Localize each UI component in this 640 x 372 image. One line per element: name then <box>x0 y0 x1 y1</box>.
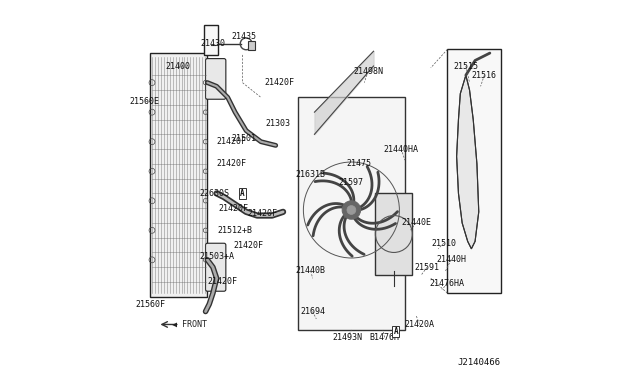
Text: 21420F: 21420F <box>248 209 278 218</box>
Text: 21420F: 21420F <box>264 78 294 87</box>
Bar <box>447 49 501 293</box>
Text: 21420F: 21420F <box>216 159 246 169</box>
Text: 21420F: 21420F <box>207 278 237 286</box>
Text: 21503+A: 21503+A <box>199 251 234 261</box>
Polygon shape <box>456 75 479 249</box>
Text: 21515: 21515 <box>453 61 478 71</box>
Bar <box>204 25 218 55</box>
Text: 21440B: 21440B <box>296 266 326 275</box>
Text: 21420F: 21420F <box>218 203 248 213</box>
Text: 21498N: 21498N <box>353 67 383 76</box>
Text: 21516: 21516 <box>472 71 497 80</box>
Text: 21560F: 21560F <box>135 300 165 309</box>
Bar <box>248 41 255 50</box>
Text: 21420F: 21420F <box>216 137 246 146</box>
Text: 21430: 21430 <box>200 39 225 48</box>
FancyBboxPatch shape <box>205 243 226 291</box>
Text: B1476H: B1476H <box>370 333 399 342</box>
Text: 21512+B: 21512+B <box>218 226 253 235</box>
Text: 21440HA: 21440HA <box>384 145 419 154</box>
Text: 21631B: 21631B <box>296 170 326 179</box>
Text: A: A <box>240 189 244 198</box>
Text: 21420F: 21420F <box>233 241 263 250</box>
Text: 21510: 21510 <box>431 239 456 248</box>
Text: 21475: 21475 <box>346 159 371 169</box>
Circle shape <box>342 201 360 219</box>
Text: J2140466: J2140466 <box>458 358 501 367</box>
Text: 21694: 21694 <box>300 307 325 316</box>
Text: 21501: 21501 <box>232 134 257 142</box>
Bar <box>298 97 405 330</box>
Circle shape <box>347 206 356 214</box>
Text: 21493N: 21493N <box>333 333 363 342</box>
FancyBboxPatch shape <box>205 59 226 99</box>
Text: 22630S: 22630S <box>200 189 230 198</box>
Text: ◀ FRONT: ◀ FRONT <box>172 320 207 329</box>
Text: 21476HA: 21476HA <box>430 279 465 288</box>
Text: A: A <box>394 327 398 336</box>
Text: 21560E: 21560E <box>130 97 159 106</box>
Text: 21440H: 21440H <box>436 255 466 264</box>
Text: 21597: 21597 <box>339 178 364 187</box>
Text: 21400: 21400 <box>165 61 190 71</box>
Bar <box>376 193 412 275</box>
Text: 21420A: 21420A <box>404 320 435 329</box>
Text: 21435: 21435 <box>232 32 257 41</box>
Text: 21591: 21591 <box>415 263 440 272</box>
Text: 21440E: 21440E <box>401 218 431 227</box>
Text: 21303: 21303 <box>265 119 290 128</box>
Bar <box>150 53 207 297</box>
